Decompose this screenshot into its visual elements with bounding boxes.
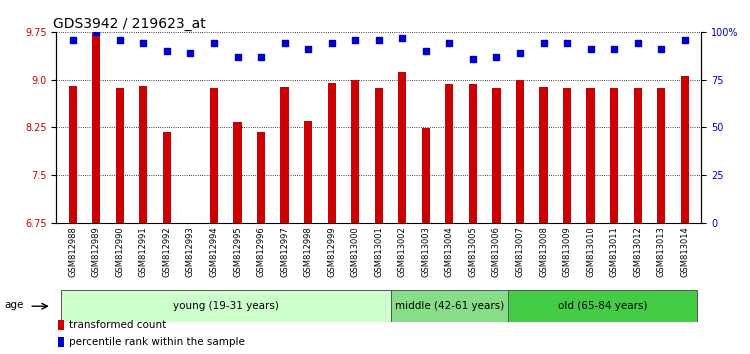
Text: GSM813002: GSM813002 xyxy=(398,226,406,277)
Bar xyxy=(516,80,524,223)
Text: GSM813005: GSM813005 xyxy=(469,226,478,277)
Bar xyxy=(398,72,406,223)
Bar xyxy=(509,290,697,322)
Bar xyxy=(140,86,148,223)
Bar xyxy=(375,88,382,223)
Point xyxy=(538,40,550,46)
Text: GSM813006: GSM813006 xyxy=(492,226,501,277)
Bar xyxy=(539,87,548,223)
Bar xyxy=(280,87,289,223)
Bar xyxy=(469,84,477,223)
Text: GSM812994: GSM812994 xyxy=(209,226,218,277)
Point xyxy=(443,40,455,46)
Point xyxy=(326,40,338,46)
Text: GSM813014: GSM813014 xyxy=(680,226,689,277)
Point xyxy=(656,46,668,52)
Point xyxy=(490,54,502,59)
Text: GSM813008: GSM813008 xyxy=(539,226,548,277)
Point xyxy=(350,37,361,42)
Point xyxy=(137,40,149,46)
Point xyxy=(373,37,385,42)
Point xyxy=(561,40,573,46)
Text: GSM813000: GSM813000 xyxy=(351,226,360,277)
Text: age: age xyxy=(4,299,24,310)
Point xyxy=(396,35,408,40)
Text: percentile rank within the sample: percentile rank within the sample xyxy=(68,337,244,347)
Point xyxy=(632,40,644,46)
Point xyxy=(90,29,102,35)
Bar xyxy=(634,88,642,223)
Point xyxy=(232,54,244,59)
Text: GSM812990: GSM812990 xyxy=(116,226,124,277)
Bar xyxy=(328,83,336,223)
Bar xyxy=(116,88,124,223)
Point xyxy=(161,48,173,54)
Bar xyxy=(68,86,76,223)
Text: GSM813012: GSM813012 xyxy=(633,226,642,277)
Text: GSM813004: GSM813004 xyxy=(445,226,454,277)
Text: GSM813013: GSM813013 xyxy=(657,226,666,277)
Bar xyxy=(58,320,64,330)
Text: GSM812995: GSM812995 xyxy=(233,226,242,277)
Text: GSM812996: GSM812996 xyxy=(256,226,265,277)
Point xyxy=(302,46,314,52)
Text: GSM812988: GSM812988 xyxy=(68,226,77,277)
Text: GSM813011: GSM813011 xyxy=(610,226,619,277)
Bar xyxy=(422,128,430,223)
Text: GSM812992: GSM812992 xyxy=(163,226,172,277)
Bar xyxy=(351,80,359,223)
Bar xyxy=(257,132,265,223)
Point xyxy=(584,46,596,52)
Point xyxy=(67,37,79,42)
Bar xyxy=(492,88,500,223)
Bar xyxy=(61,290,391,322)
Text: GSM812997: GSM812997 xyxy=(280,226,289,277)
Point xyxy=(679,37,691,42)
Text: GSM812993: GSM812993 xyxy=(186,226,195,277)
Bar xyxy=(681,76,689,223)
Bar xyxy=(163,132,171,223)
Bar xyxy=(304,121,312,223)
Bar xyxy=(210,88,218,223)
Point xyxy=(255,54,267,59)
Point xyxy=(184,50,196,56)
Bar xyxy=(92,33,100,223)
Point xyxy=(420,48,432,54)
Point xyxy=(208,40,220,46)
Text: GSM812998: GSM812998 xyxy=(304,226,313,277)
Text: old (65-84 years): old (65-84 years) xyxy=(558,301,647,311)
Text: GSM812991: GSM812991 xyxy=(139,226,148,277)
Text: GSM813010: GSM813010 xyxy=(586,226,595,277)
Bar xyxy=(563,88,572,223)
Bar xyxy=(610,88,618,223)
Text: middle (42-61 years): middle (42-61 years) xyxy=(394,301,504,311)
Text: GSM813007: GSM813007 xyxy=(515,226,524,277)
Text: GSM812989: GSM812989 xyxy=(92,226,100,277)
Bar xyxy=(586,88,595,223)
Text: GSM813009: GSM813009 xyxy=(562,226,572,277)
Text: GSM813001: GSM813001 xyxy=(374,226,383,277)
Point xyxy=(467,56,479,62)
Point xyxy=(278,40,290,46)
Text: GSM812999: GSM812999 xyxy=(327,226,336,277)
Bar xyxy=(233,122,242,223)
Text: GDS3942 / 219623_at: GDS3942 / 219623_at xyxy=(53,17,206,31)
Point xyxy=(608,46,620,52)
Bar xyxy=(657,88,665,223)
Bar xyxy=(446,84,454,223)
Text: transformed count: transformed count xyxy=(68,320,166,330)
Point xyxy=(514,50,526,56)
Text: young (19-31 years): young (19-31 years) xyxy=(172,301,279,311)
Bar xyxy=(391,290,508,322)
Text: GSM813003: GSM813003 xyxy=(422,226,430,277)
Point xyxy=(114,37,126,42)
Bar xyxy=(58,337,64,347)
